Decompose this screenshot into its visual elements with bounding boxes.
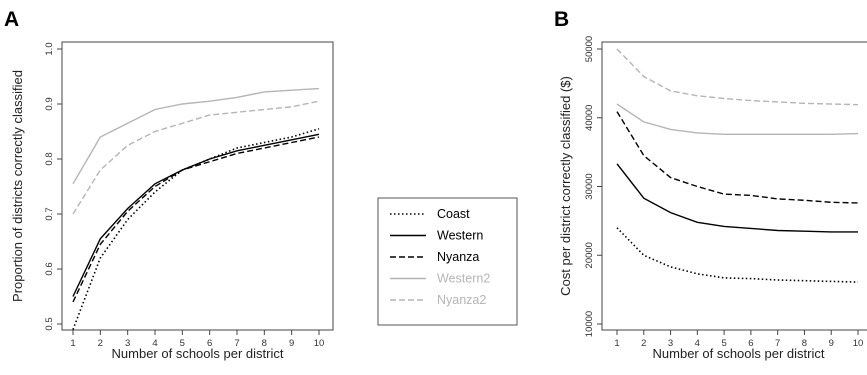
series-line-coast bbox=[616, 227, 859, 283]
x-tick-label: 6 bbox=[748, 338, 753, 349]
y-tick-label: 1.0 bbox=[44, 42, 55, 55]
legend-label-western: Western bbox=[437, 229, 483, 243]
legend-box bbox=[377, 197, 518, 326]
x-tick-label: 9 bbox=[829, 338, 834, 349]
legend-label-western2: Western2 bbox=[437, 272, 490, 286]
panel-letter: A bbox=[4, 8, 19, 31]
y-tick-label: 40000 bbox=[584, 105, 595, 131]
legend-label-nyanza2: Nyanza2 bbox=[437, 293, 486, 307]
x-tick-label: 7 bbox=[234, 338, 239, 349]
x-tick-label: 7 bbox=[775, 338, 780, 349]
legend-label-coast: Coast bbox=[437, 207, 470, 221]
x-tick-label: 8 bbox=[262, 338, 267, 349]
series-line-western2 bbox=[616, 103, 859, 136]
y-tick-label: 10000 bbox=[584, 311, 595, 337]
series-line-nyanza2 bbox=[616, 48, 859, 106]
x-tick-label: 3 bbox=[125, 338, 130, 349]
legend-label-nyanza: Nyanza bbox=[437, 250, 479, 264]
y-tick-label: 0.8 bbox=[44, 152, 55, 165]
series-line-nyanza2 bbox=[72, 100, 320, 215]
x-tick-label: 4 bbox=[695, 338, 700, 349]
x-axis-title: Number of schools per district bbox=[653, 346, 825, 361]
x-tick-label: 9 bbox=[289, 338, 294, 349]
x-tick-label: 1 bbox=[70, 338, 75, 349]
series-line-western2 bbox=[72, 87, 320, 185]
series-line-western bbox=[616, 163, 858, 233]
y-axis-title: Cost per district correctly classified (… bbox=[558, 76, 573, 296]
x-tick-label: 8 bbox=[802, 338, 807, 349]
x-tick-label: 2 bbox=[98, 338, 103, 349]
y-tick-label: 0.9 bbox=[44, 97, 55, 110]
x-tick-label: 4 bbox=[152, 338, 157, 349]
panel-letter: B bbox=[554, 8, 569, 31]
x-tick-label: 2 bbox=[641, 338, 646, 349]
y-axis-title: Proportion of districts correctly classi… bbox=[10, 70, 25, 302]
y-tick-label: 0.7 bbox=[44, 207, 55, 220]
x-tick-label: 1 bbox=[614, 338, 619, 349]
panel-a: A 1 2 3 4 5 6 7 8 9 10 0.5 0.6 0.7 0.8 0.9 1.0 Number of … bbox=[4, 8, 334, 361]
x-axis-title: Number of schools per district bbox=[112, 346, 284, 361]
series-line-western bbox=[72, 133, 320, 297]
plot-frame bbox=[601, 41, 867, 331]
legend: Coast Western Nyanza Western2 Nyanza2 bbox=[377, 197, 518, 326]
x-tick-label: 10 bbox=[314, 338, 325, 349]
x-tick-label: 5 bbox=[180, 338, 185, 349]
y-tick-label: 30000 bbox=[584, 173, 595, 199]
x-tick-label: 6 bbox=[207, 338, 212, 349]
plot-frame bbox=[61, 41, 334, 331]
y-tick-label: 0.5 bbox=[44, 317, 55, 330]
x-tick-label: 10 bbox=[853, 338, 864, 349]
y-tick-label: 0.6 bbox=[44, 262, 55, 275]
series-line-nyanza bbox=[72, 136, 320, 303]
y-tick-label: 50000 bbox=[584, 36, 595, 62]
y-tick-label: 20000 bbox=[584, 242, 595, 268]
series-line-nyanza bbox=[616, 111, 859, 204]
x-tick-label: 5 bbox=[721, 338, 726, 349]
x-tick-label: 3 bbox=[668, 338, 673, 349]
panel-b: B 1 2 3 4 5 6 7 8 9 10 10000 20000 30000 40000 50000 Num… bbox=[554, 8, 867, 361]
